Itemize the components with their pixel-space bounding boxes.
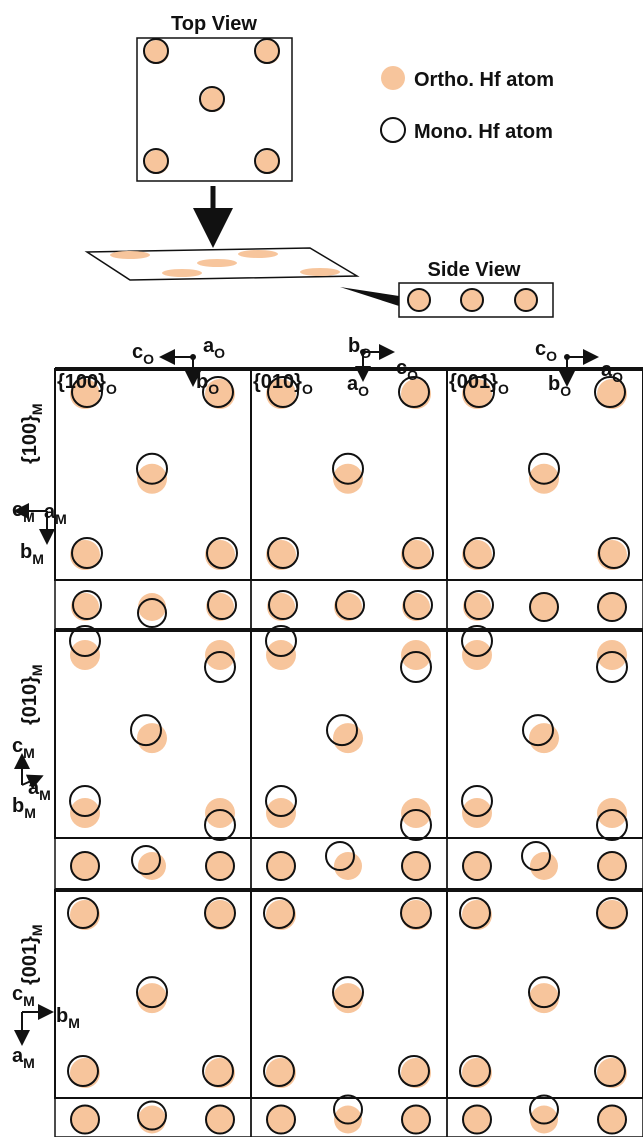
- legend-label: Mono. Hf atom: [414, 121, 553, 143]
- axis-label-main: c: [12, 735, 23, 757]
- ortho-atom: [334, 852, 362, 880]
- axis-label-sub: M: [23, 509, 35, 525]
- axis-label-main: b: [348, 335, 360, 357]
- ortho-atom: [138, 852, 166, 880]
- axis-label-sub: M: [24, 805, 36, 821]
- axis-label: cO: [132, 341, 154, 367]
- axis-label-sub: M: [55, 511, 67, 527]
- axis-label: bM: [20, 541, 44, 567]
- ortho-atom: [137, 983, 167, 1013]
- axis-label-main: c: [535, 338, 546, 360]
- ortho-atom: [205, 900, 235, 930]
- ortho-atom: [530, 852, 558, 880]
- ortho-atom: [333, 723, 363, 753]
- legend-mono-icon: [381, 118, 405, 142]
- axis-label-main: b: [56, 1005, 68, 1027]
- axis-label-sub: O: [560, 383, 571, 399]
- column-label-sub: O: [498, 381, 509, 397]
- row-label-sub: M: [29, 924, 45, 936]
- row-label: {100}M: [19, 403, 45, 464]
- axis-label: cM: [12, 499, 35, 525]
- figure: Top View Side View Ortho. Hf atom Mono. …: [0, 0, 643, 1137]
- ortho-atom: [401, 900, 431, 930]
- column-label-main: {010}: [253, 371, 302, 393]
- ortho-atom: [138, 593, 166, 621]
- side-view-title: Side View: [427, 259, 520, 281]
- axis-label-main: b: [20, 541, 32, 563]
- axis-label: cO: [535, 338, 557, 364]
- axis-label-main: c: [396, 357, 407, 379]
- axis-label-main: c: [12, 499, 23, 521]
- column-label-sub: O: [302, 381, 313, 397]
- axis-label-sub: O: [407, 367, 418, 383]
- axis-label: bO: [196, 371, 219, 397]
- axis-label: aM: [12, 1045, 35, 1071]
- axis-label: bO: [348, 335, 371, 361]
- top-view-title: Top View: [171, 13, 257, 35]
- axis-label-main: b: [548, 373, 560, 395]
- axis-label-sub: O: [360, 345, 371, 361]
- axis-label-sub: M: [23, 1055, 35, 1071]
- axis-label-sub: M: [32, 551, 44, 567]
- ortho-atom: [529, 723, 559, 753]
- axis-label-main: c: [132, 341, 143, 363]
- row-label-main: {100}: [19, 415, 41, 464]
- column-label-sub: O: [106, 381, 117, 397]
- legend-label: Ortho. Hf atom: [414, 69, 554, 91]
- axis-label-main: b: [12, 795, 24, 817]
- ortho-atom: [137, 723, 167, 753]
- ortho-atom: [333, 983, 363, 1013]
- axis-label-main: c: [12, 983, 23, 1005]
- axis-label: cO: [396, 357, 418, 383]
- column-label-main: {100}: [57, 371, 106, 393]
- legend-ortho-icon: [381, 66, 405, 90]
- axis-label-sub: O: [546, 348, 557, 364]
- axis-label: aM: [28, 777, 51, 803]
- ortho-atom: [597, 900, 627, 930]
- axis-label-sub: M: [39, 787, 51, 803]
- axis-label-sub: M: [23, 745, 35, 761]
- axis-label: aO: [347, 373, 369, 399]
- axis-label: cM: [12, 735, 35, 761]
- axis-label: bM: [56, 1005, 80, 1031]
- grid: [55, 369, 643, 1137]
- row-label-sub: M: [29, 664, 45, 676]
- axis-label: aO: [601, 359, 623, 385]
- axis-label-sub: O: [143, 351, 154, 367]
- axis-label-sub: M: [68, 1015, 80, 1031]
- row-label-main: {001}: [19, 936, 41, 985]
- row-label-main: {010}: [19, 676, 41, 725]
- row-label-sub: M: [29, 403, 45, 415]
- column-label-main: {001}: [449, 371, 498, 393]
- axis-label-sub: M: [23, 993, 35, 1009]
- axis-label: aO: [203, 335, 225, 361]
- wedge: [340, 287, 399, 306]
- axis-label-sub: O: [214, 345, 225, 361]
- axis-label-sub: O: [358, 383, 369, 399]
- axis-label: cM: [12, 983, 35, 1009]
- ortho-atom: [529, 983, 559, 1013]
- axis-label-sub: O: [208, 381, 219, 397]
- row-label: {001}M: [19, 924, 45, 985]
- row-label: {010}M: [19, 664, 45, 725]
- axis-label-main: b: [196, 371, 208, 393]
- axis-label-sub: O: [612, 369, 623, 385]
